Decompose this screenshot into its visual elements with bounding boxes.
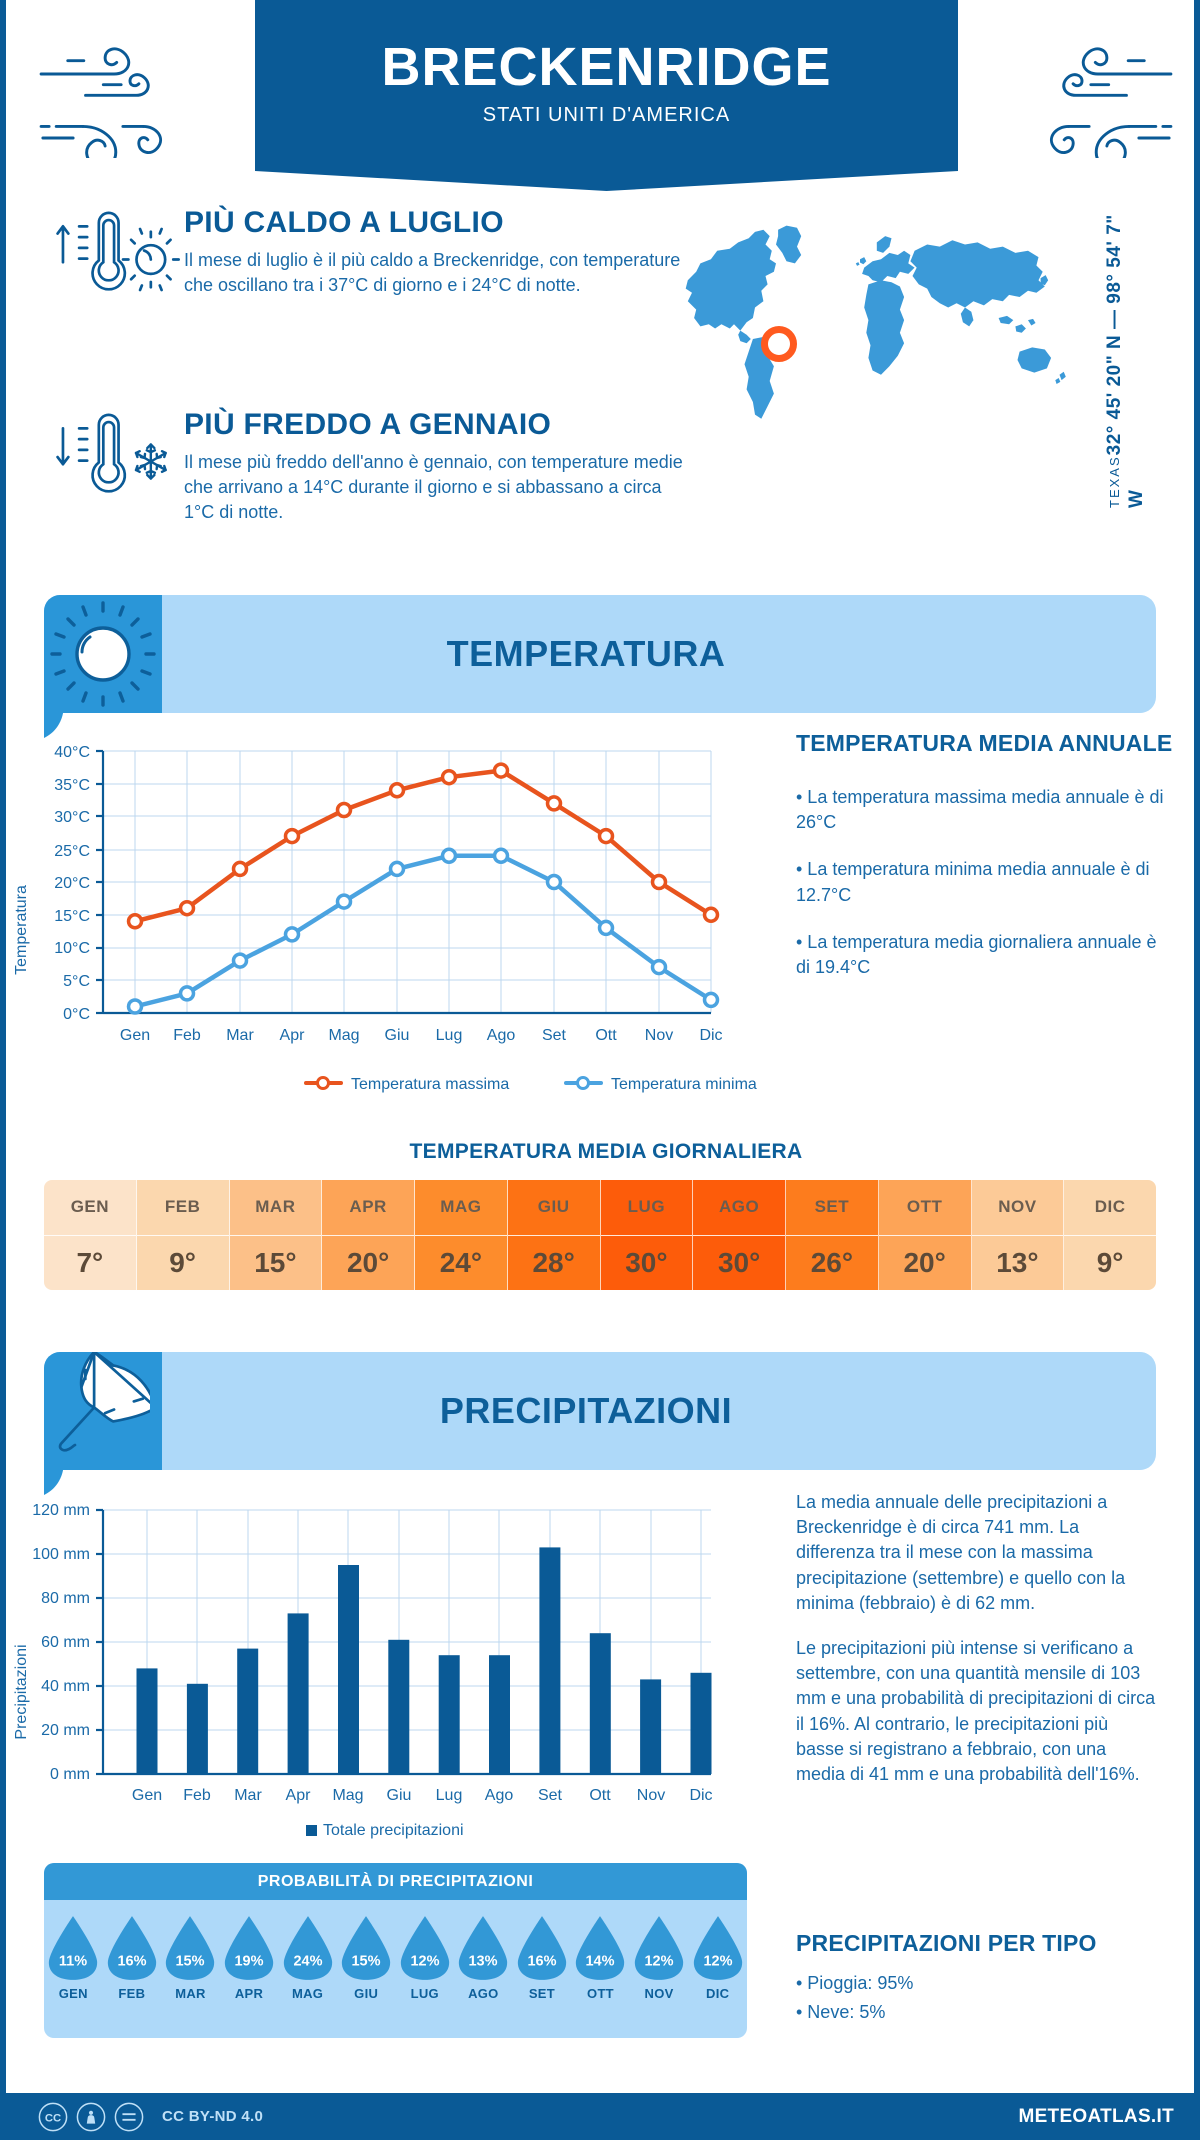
svg-text:Giu: Giu [387,1787,412,1804]
svg-text:Feb: Feb [183,1787,211,1804]
svg-text:14%: 14% [586,1953,615,1969]
svg-text:Mar: Mar [234,1787,262,1804]
svg-text:19%: 19% [235,1953,264,1969]
svg-text:60 mm: 60 mm [41,1634,90,1651]
svg-text:Totale precipitazioni: Totale precipitazioni [323,1822,464,1839]
svg-text:CC: CC [45,2112,61,2124]
svg-text:24%: 24% [293,1953,322,1969]
svg-text:13%: 13% [469,1953,498,1969]
svg-text:0 mm: 0 mm [50,1766,90,1783]
svg-text:16%: 16% [117,1953,146,1969]
svg-text:120 mm: 120 mm [32,1502,90,1519]
svg-text:Apr: Apr [286,1787,312,1804]
svg-text:80 mm: 80 mm [41,1590,90,1607]
svg-text:11%: 11% [59,1953,87,1969]
svg-text:Ago: Ago [485,1787,514,1804]
svg-text:15%: 15% [176,1953,205,1969]
svg-text:Ott: Ott [589,1787,611,1804]
svg-text:12%: 12% [410,1953,439,1969]
svg-text:Mag: Mag [332,1787,363,1804]
svg-text:20 mm: 20 mm [41,1722,90,1739]
svg-text:40 mm: 40 mm [41,1678,90,1695]
svg-text:Nov: Nov [637,1787,665,1804]
svg-text:Precipitazioni: Precipitazioni [13,1644,30,1739]
svg-text:Gen: Gen [132,1787,162,1804]
svg-text:12%: 12% [645,1953,674,1969]
svg-text:Set: Set [538,1787,563,1804]
svg-text:100 mm: 100 mm [32,1546,90,1563]
svg-text:Lug: Lug [436,1787,463,1804]
svg-text:Dic: Dic [689,1787,712,1804]
svg-text:16%: 16% [527,1953,556,1969]
svg-text:15%: 15% [352,1953,381,1969]
svg-text:12%: 12% [703,1953,732,1969]
